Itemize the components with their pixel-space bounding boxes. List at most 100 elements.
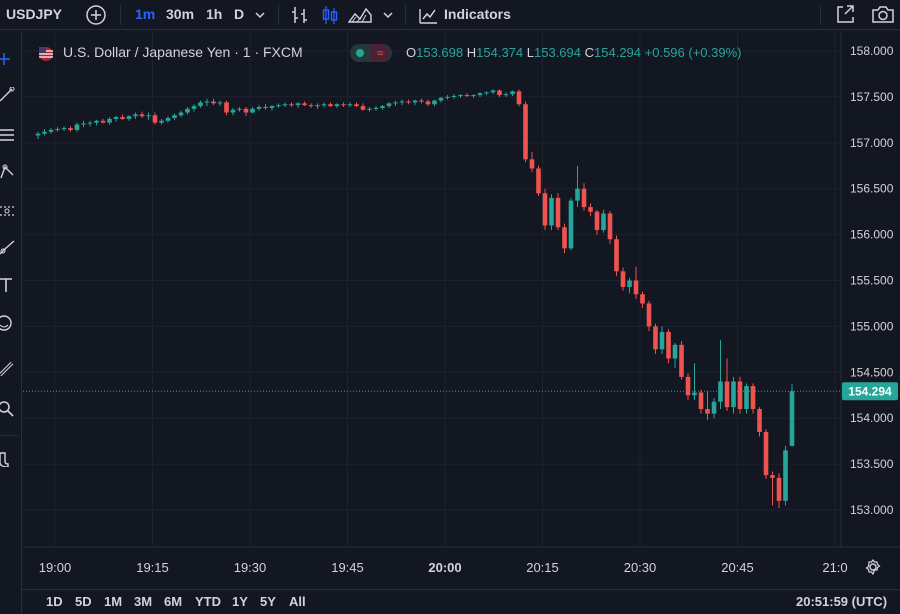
candle-body [562,227,567,249]
candle [412,99,418,106]
candles-icon[interactable] [320,4,340,26]
candle [757,407,762,437]
range-5d[interactable]: 5D [75,594,92,609]
indicators-button[interactable]: Indicators [444,6,511,22]
last-price-label: 154.294 [848,385,892,399]
range-3m[interactable]: 3M [134,594,153,609]
candle [302,101,307,107]
candle [718,340,723,410]
range-1d[interactable]: 1D [46,594,63,609]
symbol-search[interactable]: USDJPY [6,6,63,22]
brush-icon[interactable] [0,240,16,256]
candle [575,165,580,208]
time-tick-label: 20:00 [428,560,461,575]
candle-body [211,101,216,104]
candle-body [471,95,476,97]
candle [679,341,684,380]
candle-body [620,271,626,287]
camera-icon[interactable] [871,3,895,25]
pattern-icon[interactable] [0,164,16,180]
magnet-icon[interactable] [0,451,16,467]
range-all[interactable]: All [289,594,306,609]
fullscreen-icon[interactable] [834,3,856,25]
candle-body [289,104,294,106]
emoji-icon[interactable] [0,315,16,331]
range-5y[interactable]: 5Y [260,594,276,609]
candle-body [139,114,145,117]
candle [191,104,197,112]
candle [497,89,502,97]
candle-body [295,103,301,106]
interval-d[interactable]: D [234,6,245,22]
candle-body [276,105,281,107]
chevron-down-icon[interactable] [254,9,266,21]
time-tick-label: 19:00 [39,560,72,575]
price-tick-label: 156.000 [850,228,894,242]
candle [737,376,743,414]
candle-body [666,331,671,359]
candle [633,266,639,299]
candle-body [406,101,411,103]
chevron-down-icon[interactable] [382,9,394,21]
candle [81,120,86,128]
candle-body [61,128,67,130]
candle [341,102,346,107]
candle [250,106,255,114]
candle-body [341,104,346,106]
candle [731,376,736,414]
candle-body [68,128,73,130]
interval-1m[interactable]: 1m [135,6,156,22]
ruler-icon[interactable] [0,361,16,377]
candle [542,188,548,231]
candle [42,129,47,136]
candle-body [302,103,307,106]
candle-body [516,91,522,105]
candle-body [113,117,119,119]
candle [263,104,268,110]
price-tick-label: 158.000 [850,44,894,58]
candle-body [191,106,197,109]
candle [516,89,522,107]
candle [549,194,554,231]
zoom-icon[interactable] [0,401,16,417]
candle-body [256,106,262,109]
interval-30m[interactable]: 30m [166,6,195,22]
range-1y[interactable]: 1Y [232,594,248,609]
forecast-icon[interactable] [0,203,16,219]
trendline-icon[interactable] [0,87,16,103]
candle [276,103,281,108]
candle-body [490,90,496,93]
indicators-icon[interactable] [417,4,439,26]
crosshair-icon[interactable] [0,51,16,67]
candle [74,122,80,132]
time-axis: 19:00 19:15 19:30 19:45 20:00 20:15 20:30 20:45… [39,560,848,575]
range-ytd[interactable]: YTD [195,594,221,609]
candle-body [347,104,353,106]
candle-body [770,475,775,478]
utc-clock[interactable]: 20:51:59 (UTC) [796,594,888,609]
candle [152,112,158,125]
range-6m[interactable]: 6M [164,594,183,609]
fib-icon[interactable] [0,127,16,143]
candle-body [484,92,489,94]
candle [308,103,314,108]
candle-body [646,303,652,327]
candle [555,193,561,231]
candle [562,223,567,253]
candle [35,131,41,140]
bar-chart-icon[interactable] [290,4,310,26]
settings-icon[interactable] [864,558,882,576]
market-status[interactable]: ≈ [350,44,392,62]
range-1m[interactable]: 1M [104,594,123,609]
candle [185,106,190,115]
candle-body [386,103,392,107]
instrument-title[interactable]: U.S. Dollar / Japanese Yen · 1 · FXCM [63,44,303,60]
candle [165,116,171,123]
area-chart-icon[interactable] [348,5,372,25]
candle [94,119,99,126]
interval-1h[interactable]: 1h [206,6,223,22]
last-price-line: 154.294 [23,382,898,401]
add-symbol-icon[interactable] [85,4,107,26]
text-icon[interactable] [0,277,16,293]
